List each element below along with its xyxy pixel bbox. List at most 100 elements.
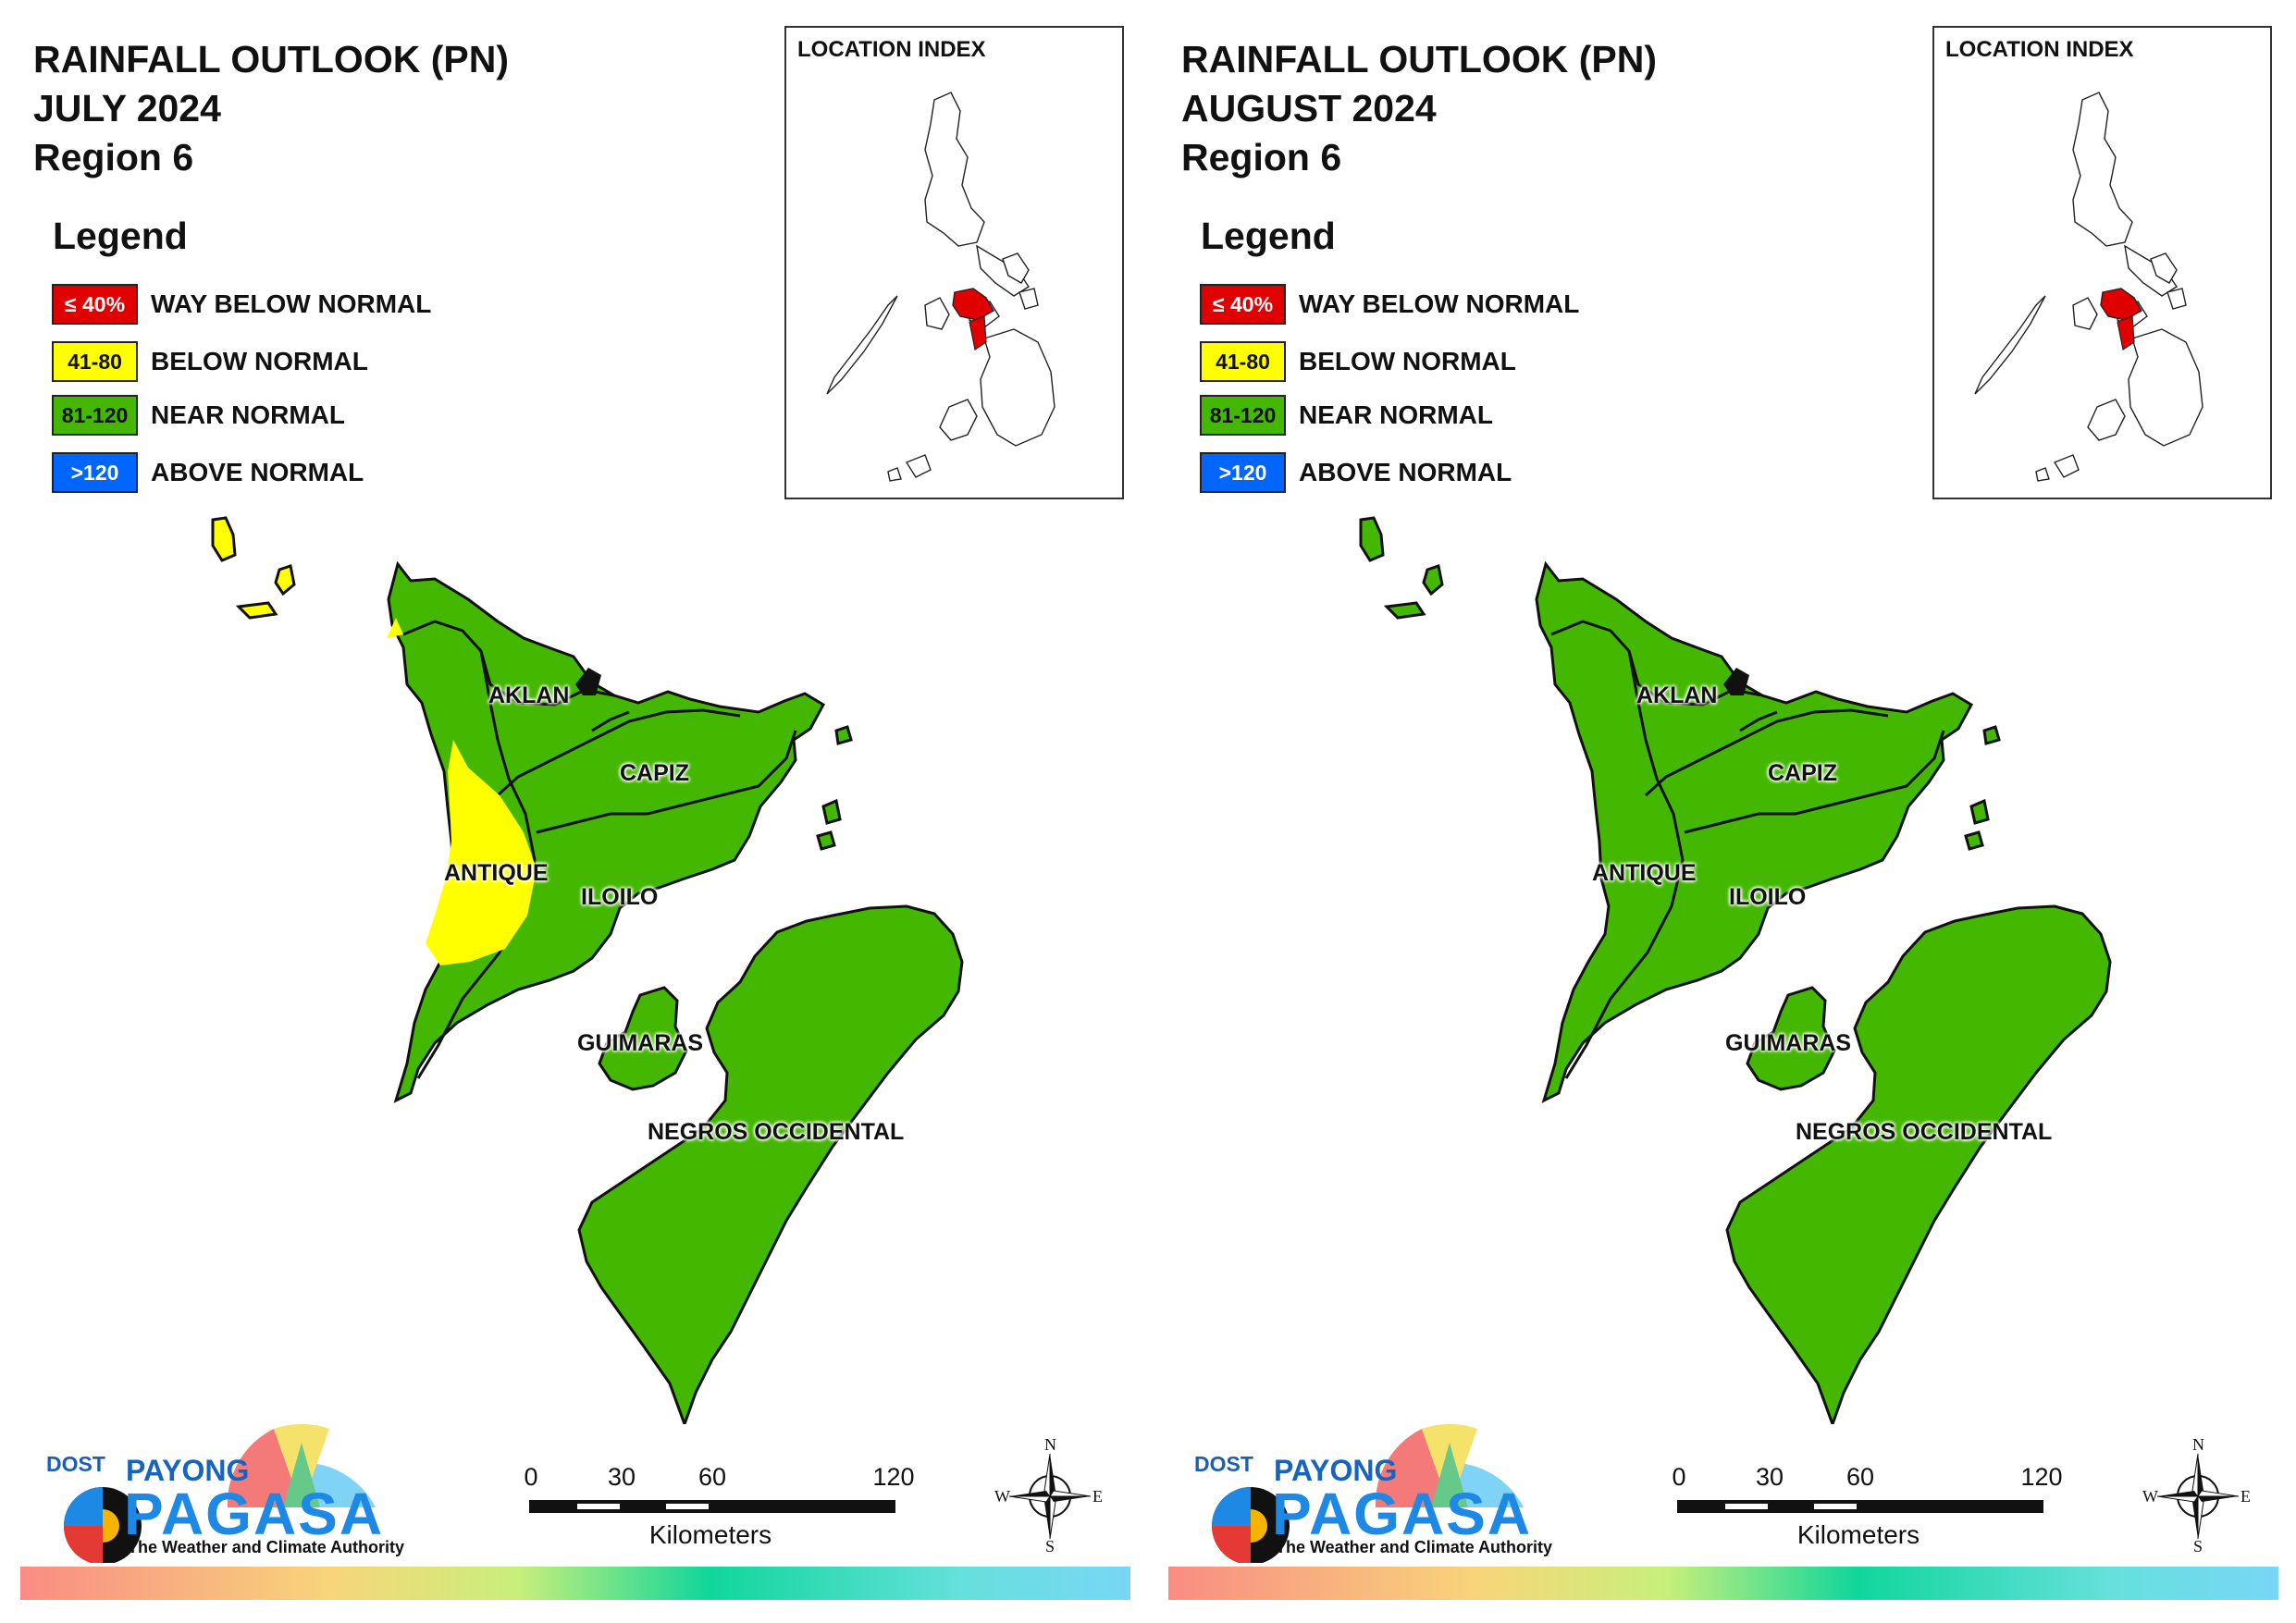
legend-item-below: 41-80 BELOW NORMAL <box>1200 340 1516 383</box>
logo-payong: PAYONG <box>126 1454 250 1487</box>
legend-item-below: 41-80 BELOW NORMAL <box>52 340 368 383</box>
footer-gradient-bar <box>20 1567 1130 1600</box>
legend-item-way-below: ≤ 40% WAY BELOW NORMAL <box>1200 283 1579 326</box>
title-line-2: AUGUST 2024 <box>1181 87 1437 129</box>
outlook-panel-july: RAINFALL OUTLOOK (PN) JULY 2024 Region 6… <box>20 26 1130 1600</box>
legend-item-above: >120 ABOVE NORMAL <box>1200 451 1512 494</box>
label-guimaras: GUIMARAS <box>1725 1030 1852 1056</box>
scale-tick: 120 <box>872 1463 915 1491</box>
compass-n: N <box>1044 1435 1056 1454</box>
title-line-1: RAINFALL OUTLOOK (PN) <box>1181 38 1657 80</box>
compass-s: S <box>1045 1537 1055 1555</box>
umbrella-icon <box>64 1423 376 1563</box>
title-line-3: Region 6 <box>1181 136 1342 178</box>
legend-label: ABOVE NORMAL <box>151 458 364 486</box>
title-line-2: JULY 2024 <box>33 87 221 129</box>
location-index-inset: LOCATION INDEX <box>784 26 1124 499</box>
legend-swatch: 81-120 <box>52 395 138 436</box>
scale-bar: 0 30 60 120 Kilometers <box>524 1463 915 1549</box>
antique-below-normal-zone <box>426 740 537 965</box>
scale-bar: 0 30 60 120 Kilometers <box>1672 1463 2063 1549</box>
compass-icon <box>2156 1453 2240 1540</box>
logo-payong: PAYONG <box>1274 1454 1398 1487</box>
compass-w: W <box>994 1487 1010 1506</box>
legend-label: BELOW NORMAL <box>1299 347 1516 375</box>
legend-title: Legend <box>53 215 188 257</box>
northern-islets <box>1359 516 1444 620</box>
scale-tick: 60 <box>1845 1463 1875 1491</box>
legend-label: WAY BELOW NORMAL <box>1299 289 1580 318</box>
compass-n: N <box>2192 1435 2204 1454</box>
label-antique: ANTIQUE <box>1592 860 1697 886</box>
inset-title: LOCATION INDEX <box>1945 37 2134 62</box>
scale-unit: Kilometers <box>648 1520 772 1549</box>
map-title: RAINFALL OUTLOOK (PN) JULY 2024 Region 6 <box>33 35 509 182</box>
northern-islets <box>211 516 296 620</box>
scale-bar-graphic <box>529 1500 895 1513</box>
legend-title: Legend <box>1201 215 1336 257</box>
label-iloilo: ILOILO <box>1729 884 1807 910</box>
scale-unit: Kilometers <box>1796 1520 1920 1549</box>
philippines-outline-map <box>826 92 1055 482</box>
label-capiz: CAPIZ <box>1768 760 1837 786</box>
outlook-panel-august: RAINFALL OUTLOOK (PN) AUGUST 2024 Region… <box>1148 0 2296 1623</box>
footer-gradient-bar <box>1168 1567 2278 1600</box>
legend-swatch: ≤ 40% <box>52 284 138 325</box>
legend-swatch: 81-120 <box>1200 395 1286 436</box>
legend-label: BELOW NORMAL <box>151 347 368 375</box>
legend-label: NEAR NORMAL <box>1299 400 1493 429</box>
legend-swatch: 41-80 <box>52 341 138 382</box>
compass-icon <box>1008 1453 1092 1540</box>
province-boundaries <box>1550 620 1945 1079</box>
logo-pagasa: PAGASA <box>124 1481 385 1547</box>
philippines-outline-map <box>1974 92 2203 482</box>
legend-label: NEAR NORMAL <box>151 400 345 429</box>
title-line-1: RAINFALL OUTLOOK (PN) <box>33 38 509 80</box>
payong-pagasa-logo: DOST PAYONG PAGASA The Weather and Clima… <box>33 1387 404 1563</box>
province-boundaries <box>402 620 797 1079</box>
inset-title: LOCATION INDEX <box>797 37 986 62</box>
label-iloilo: ILOILO <box>581 884 659 910</box>
scale-tick: 60 <box>697 1463 727 1491</box>
logo-tagline: The Weather and Climate Authority <box>1276 1538 1553 1556</box>
logo-tagline: The Weather and Climate Authority <box>128 1538 405 1556</box>
region-6-map <box>211 516 964 1424</box>
logo-pagasa: PAGASA <box>1272 1481 1533 1547</box>
label-negros-occidental: NEGROS OCCIDENTAL <box>1796 1119 2053 1145</box>
compass-w: W <box>2142 1487 2158 1506</box>
compass-e: E <box>2240 1487 2251 1506</box>
legend-item-near: 81-120 NEAR NORMAL <box>1200 394 1493 436</box>
scale-tick: 0 <box>524 1463 538 1491</box>
label-aklan: AKLAN <box>488 682 570 708</box>
scale-tick: 30 <box>1755 1463 1784 1491</box>
compass-e: E <box>1092 1487 1103 1506</box>
umbrella-icon <box>1212 1423 1524 1563</box>
legend-swatch: >120 <box>52 452 138 493</box>
legend-item-way-below: ≤ 40% WAY BELOW NORMAL <box>52 283 431 326</box>
logo-dost: DOST <box>1194 1452 1253 1476</box>
scale-tick: 30 <box>607 1463 636 1491</box>
location-index-inset: LOCATION INDEX <box>1932 26 2272 499</box>
compass-rose: N E S W <box>994 1435 1103 1555</box>
label-guimaras: GUIMARAS <box>577 1030 704 1056</box>
label-aklan: AKLAN <box>1636 682 1718 708</box>
legend-swatch: >120 <box>1200 452 1286 493</box>
logo-dost: DOST <box>46 1452 105 1476</box>
label-capiz: CAPIZ <box>620 760 689 786</box>
map-title: RAINFALL OUTLOOK (PN) AUGUST 2024 Region… <box>1181 35 1657 182</box>
scale-tick: 120 <box>2020 1463 2063 1491</box>
compass-s: S <box>2193 1537 2203 1555</box>
legend-swatch: ≤ 40% <box>1200 284 1286 325</box>
region-6-highlight <box>952 288 994 321</box>
scale-tick: 0 <box>1672 1463 1686 1491</box>
region-6-highlight <box>2100 288 2142 321</box>
legend-item-above: >120 ABOVE NORMAL <box>52 451 364 494</box>
region-6-map <box>1359 516 2112 1424</box>
legend-item-near: 81-120 NEAR NORMAL <box>52 394 345 436</box>
title-line-3: Region 6 <box>33 136 194 178</box>
scale-bar-graphic <box>1677 1500 2043 1513</box>
payong-pagasa-logo: DOST PAYONG PAGASA The Weather and Clima… <box>1181 1387 1552 1563</box>
legend-swatch: 41-80 <box>1200 341 1286 382</box>
label-antique: ANTIQUE <box>444 860 549 886</box>
legend-label: ABOVE NORMAL <box>1299 458 1512 486</box>
